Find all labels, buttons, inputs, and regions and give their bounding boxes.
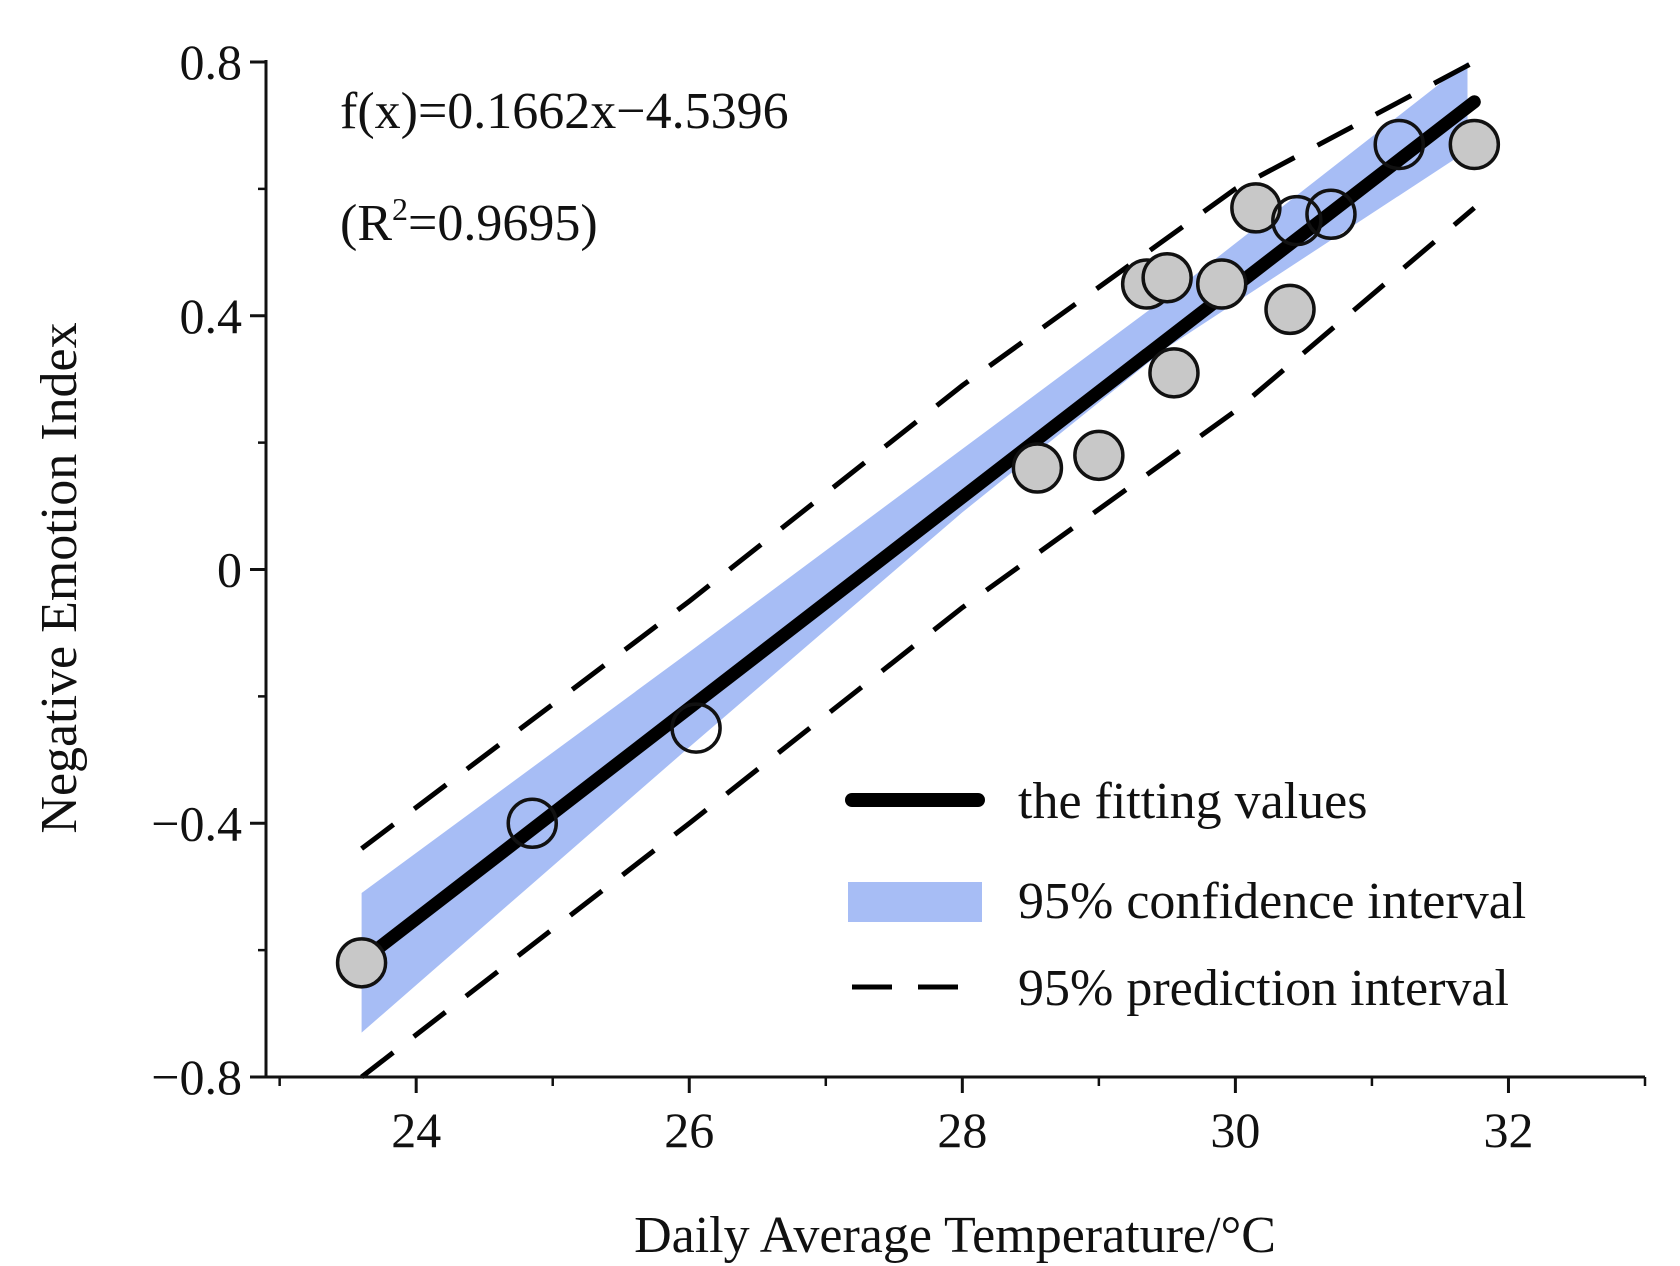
r-squared-superscript: 2 xyxy=(392,191,408,227)
x-axis-title: Daily Average Temperature/°C xyxy=(634,1207,1276,1264)
y-tick-label-1: −0.4 xyxy=(151,795,242,851)
y-tick-label-2: 0 xyxy=(217,542,242,598)
y-tick-label-4: 0.8 xyxy=(180,34,243,90)
r-squared-prefix: (R xyxy=(340,195,392,252)
data-point-9 xyxy=(1195,258,1248,310)
prediction-band-upper xyxy=(360,59,1476,851)
legend-label-confidence: 95% confidence interval xyxy=(1018,873,1526,930)
y-tick-label-3: 0.4 xyxy=(180,288,243,344)
data-point-1 xyxy=(335,937,388,989)
x-tick-label-0: 24 xyxy=(391,1102,441,1158)
data-point-2 xyxy=(506,797,558,849)
data-point-8 xyxy=(1148,347,1200,399)
data-point-12 xyxy=(1264,283,1316,336)
r-squared-suffix: =0.9695) xyxy=(408,195,598,252)
legend-label-prediction: 95% prediction interval xyxy=(1018,960,1509,1017)
y-tick-label-0: −0.8 xyxy=(151,1049,242,1105)
x-tick-label-4: 32 xyxy=(1483,1102,1533,1158)
x-tick-label-2: 28 xyxy=(937,1102,987,1158)
x-tick-label-3: 30 xyxy=(1210,1102,1260,1158)
axes: −0.8 −0.4 0 0.4 0.8 24 26 28 30 32 xyxy=(151,34,1647,1158)
band-layer xyxy=(360,59,1476,1079)
data-point-10 xyxy=(1230,182,1282,234)
legend-label-fit: the fitting values xyxy=(1018,773,1367,830)
confidence-band xyxy=(361,62,1468,1033)
data-point-5 xyxy=(1073,429,1125,482)
data-point-13 xyxy=(1305,188,1357,240)
legend: the fitting values 95% confidence interv… xyxy=(845,773,1526,1017)
x-tick-label-1: 26 xyxy=(664,1102,714,1158)
data-point-4 xyxy=(1011,442,1064,494)
r-squared-annotation: (R2=0.9695) xyxy=(340,191,598,252)
data-point-3 xyxy=(670,702,722,754)
legend-confidence-swatch xyxy=(848,882,982,922)
equation-annotation: f(x)=0.1662x−4.5396 xyxy=(340,83,789,140)
y-axis-title: Negative Emotion Index xyxy=(31,322,88,833)
data-point-7 xyxy=(1141,251,1193,304)
data-point-11 xyxy=(1271,194,1323,247)
prediction-band-lower xyxy=(360,205,1476,1079)
data-point-14 xyxy=(1373,118,1425,171)
point-layer xyxy=(335,118,1501,989)
data-point-15 xyxy=(1448,118,1501,171)
